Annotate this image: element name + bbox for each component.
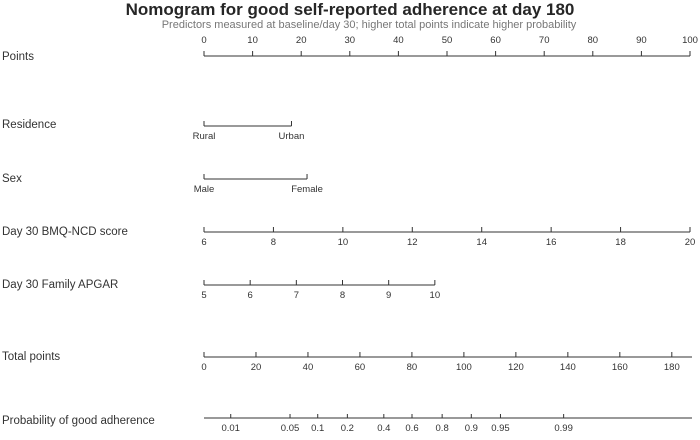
tick-label: 40 (303, 362, 314, 373)
tick-label: 6 (201, 237, 206, 248)
row-label: Sex (2, 173, 22, 185)
tick-label: 100 (456, 362, 472, 373)
row-7: Probability of good adherence 0.01 0.05 0.1… (2, 414, 692, 434)
tick-label: 16 (546, 237, 557, 248)
row-label: Residence (2, 119, 56, 131)
tick-label: Urban (279, 131, 305, 142)
tick-label: 50 (442, 35, 453, 46)
tick-label: 10 (430, 290, 441, 301)
tick-label: 20 (296, 35, 307, 46)
tick-label: 0.2 (341, 423, 354, 434)
tick-label: 30 (345, 35, 356, 46)
tick-label: 100 (682, 35, 698, 46)
tick-label: 80 (407, 362, 418, 373)
tick-label: 9 (386, 290, 391, 301)
tick-label: 10 (247, 35, 258, 46)
row-1: Points 0 10 20 30 40 50 60 70 80 90 100 (2, 35, 698, 63)
tick-label: 18 (615, 237, 626, 248)
tick-label: 0.01 (221, 423, 240, 434)
tick-label: 0.4 (377, 423, 390, 434)
row-label: Day 30 BMQ-NCD score (2, 226, 128, 238)
tick-label: 60 (490, 35, 501, 46)
tick-label: 6 (248, 290, 253, 301)
row-3: Sex Male Female (2, 173, 323, 195)
tick-label: 60 (355, 362, 366, 373)
tick-label: 0.95 (491, 423, 510, 434)
tick-label: 5 (201, 290, 206, 301)
tick-label: 0 (201, 362, 206, 373)
tick-label: 40 (393, 35, 404, 46)
chart-title: Nomogram for good self-reported adherenc… (125, 0, 575, 19)
tick-label: 120 (508, 362, 524, 373)
row-label: Total points (2, 351, 60, 363)
tick-label: Rural (193, 131, 216, 142)
row-6: Total points 0 20 40 60 80 100 120 140 160 180 (2, 351, 692, 373)
tick-label: 14 (476, 237, 487, 248)
chart-subtitle: Predictors measured at baseline/day 30; … (161, 19, 577, 31)
tick-label: 0.1 (311, 423, 324, 434)
tick-label: 7 (294, 290, 299, 301)
tick-label: 12 (407, 237, 418, 248)
tick-label: 0.05 (281, 423, 300, 434)
row-5: Day 30 Family APGAR 5 6 7 8 9 10 (2, 279, 440, 301)
tick-label: 0 (201, 35, 206, 46)
tick-label: Male (194, 184, 215, 195)
row-label: Probability of good adherence (2, 415, 155, 427)
row-label: Day 30 Family APGAR (2, 279, 118, 291)
tick-label: Female (291, 184, 323, 195)
tick-label: 160 (612, 362, 628, 373)
tick-label: 180 (664, 362, 680, 373)
tick-label: 140 (560, 362, 576, 373)
tick-label: 20 (251, 362, 262, 373)
tick-label: 8 (340, 290, 345, 301)
tick-label: 80 (588, 35, 599, 46)
tick-label: 90 (636, 35, 647, 46)
tick-label: 0.99 (554, 423, 573, 434)
tick-label: 8 (271, 237, 276, 248)
row-label: Points (2, 51, 34, 63)
tick-label: 0.9 (465, 423, 478, 434)
tick-label: 10 (338, 237, 349, 248)
tick-label: 0.6 (405, 423, 418, 434)
tick-label: 0.8 (436, 423, 449, 434)
tick-label: 70 (539, 35, 550, 46)
row-2: Residence Rural Urban (2, 119, 304, 142)
tick-label: 20 (685, 237, 696, 248)
row-4: Day 30 BMQ-NCD score 6 8 10 12 14 16 18 20 (2, 226, 695, 248)
